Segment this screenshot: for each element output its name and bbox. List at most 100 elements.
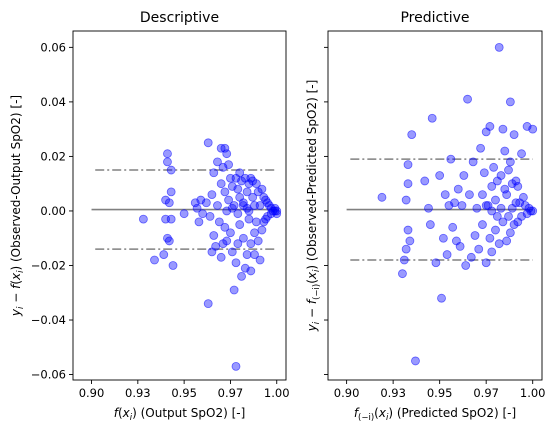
data-point <box>401 195 411 205</box>
data-point <box>164 198 174 208</box>
data-point <box>246 266 256 276</box>
data-point <box>233 184 243 194</box>
data-point <box>498 124 508 134</box>
data-point <box>399 255 409 265</box>
data-point <box>509 130 519 140</box>
data-point <box>528 206 538 216</box>
data-point <box>487 247 497 257</box>
data-point <box>491 225 500 235</box>
data-point <box>238 198 248 208</box>
data-point <box>163 149 172 159</box>
data-point <box>485 233 495 243</box>
y-tick-label: −0.02 <box>31 258 66 272</box>
data-point <box>213 201 222 210</box>
data-point <box>465 190 474 199</box>
y-tick-label: 0.02 <box>40 149 66 163</box>
data-point <box>457 201 467 210</box>
data-point <box>511 176 521 186</box>
data-point <box>224 195 233 205</box>
data-point <box>257 225 267 235</box>
y-axis-label-part: x <box>9 272 23 281</box>
data-point <box>203 138 213 148</box>
data-point <box>472 203 482 213</box>
data-point <box>242 187 252 197</box>
y-tick-label: 0.04 <box>40 95 66 109</box>
x-axis-label: f(−i)(xi) (Predicted SpO2) [-] <box>354 406 516 423</box>
data-point <box>222 149 232 159</box>
y-axis-label-part: (−i) <box>312 284 322 300</box>
data-point <box>231 258 241 268</box>
data-point <box>438 233 448 243</box>
data-point <box>487 182 497 191</box>
data-point <box>222 206 232 216</box>
data-point <box>251 217 261 227</box>
data-point <box>203 299 213 309</box>
data-point <box>251 179 261 189</box>
chart-title: Descriptive <box>140 10 219 26</box>
data-point <box>220 187 230 197</box>
data-point <box>227 247 237 257</box>
y-axis-label-part: y <box>305 323 319 332</box>
data-point <box>481 201 491 210</box>
predictive-chart: 0.90 0.93 0.95 0.97 1.00Predictivef(−i)(xi) … <box>305 10 545 423</box>
data-point <box>201 198 211 208</box>
x-axis-label-part: f <box>114 406 120 420</box>
data-point <box>163 157 172 167</box>
x-axis-label-part: f <box>354 406 360 420</box>
data-point <box>435 171 445 180</box>
data-point <box>496 171 506 180</box>
x-tick-label: 0.95 <box>171 386 197 400</box>
data-point <box>179 209 189 219</box>
y-axis-label: yi − f(xi) (Observed-Output SpO2) [-] <box>9 95 26 317</box>
data-point <box>405 236 415 246</box>
data-point <box>250 228 259 238</box>
y-axis-label-part: ) (Observed-Predicted SpO2) [-] <box>305 80 319 270</box>
data-point <box>227 182 237 191</box>
data-point <box>166 214 176 224</box>
data-point <box>198 209 208 219</box>
data-point <box>420 176 430 186</box>
data-point <box>403 225 413 235</box>
data-point <box>196 195 206 205</box>
data-point <box>459 171 469 180</box>
y-axis-label-part: ( <box>9 280 23 285</box>
data-point <box>505 97 515 107</box>
x-tick-label: 0.90 <box>334 386 360 400</box>
data-point <box>513 182 523 191</box>
y-axis-label-part: i <box>16 306 26 309</box>
data-point <box>238 233 248 243</box>
data-point <box>431 258 441 268</box>
data-point <box>246 239 256 249</box>
y-axis-label: yi − f(−i)(xi) (Observed-Predicted SpO2)… <box>305 80 322 333</box>
y-tick-label: −0.04 <box>31 313 66 327</box>
data-point <box>518 192 528 202</box>
data-point <box>478 220 487 229</box>
data-point <box>476 143 485 153</box>
data-point <box>224 160 233 170</box>
data-point <box>450 198 459 208</box>
x-tick-label: 0.93 <box>125 386 151 400</box>
x-tick-label: 0.90 <box>79 386 105 400</box>
y-axis-label-part: − <box>9 289 23 307</box>
data-point <box>242 250 252 259</box>
data-point <box>425 220 435 229</box>
data-point <box>164 236 174 246</box>
x-tick-label: 0.93 <box>380 386 406 400</box>
y-tick-label: 0.00 <box>40 204 66 218</box>
y-axis-label-part: f <box>9 283 23 289</box>
data-point <box>233 239 243 249</box>
data-point <box>159 250 169 259</box>
data-point <box>504 212 513 221</box>
data-point <box>491 195 500 205</box>
data-point <box>229 285 239 295</box>
data-point <box>209 231 219 240</box>
data-point <box>500 184 510 194</box>
data-point <box>213 157 222 167</box>
y-axis-label-part: x <box>305 271 319 280</box>
x-tick-label: 0.97 <box>473 386 499 400</box>
data-point <box>205 212 215 221</box>
y-axis-label-part: ) (Observed-Output SpO2) [-] <box>9 95 23 271</box>
data-point <box>257 184 267 194</box>
data-point <box>192 203 202 213</box>
